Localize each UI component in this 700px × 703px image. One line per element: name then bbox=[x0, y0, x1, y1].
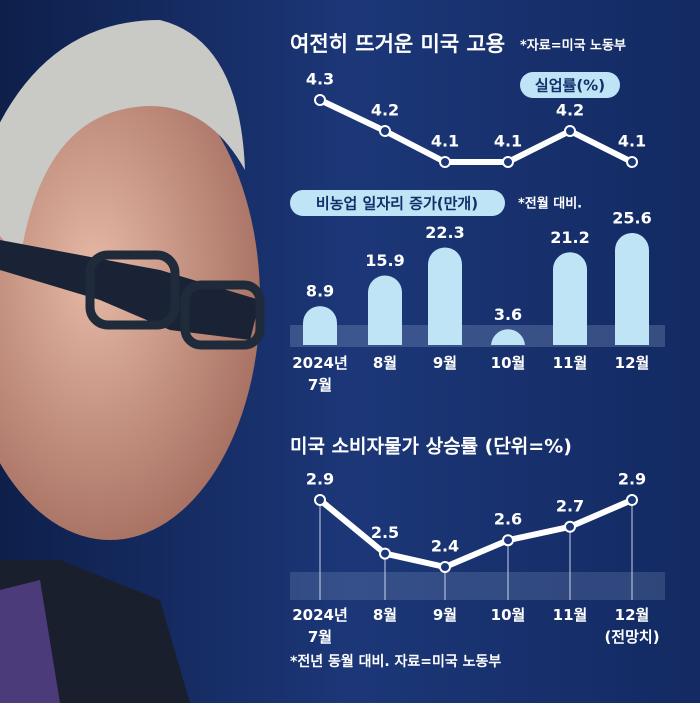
bar bbox=[303, 306, 337, 345]
point bbox=[314, 494, 326, 506]
x-tick-label: 11월 bbox=[552, 354, 588, 372]
chart-title: 미국 소비자물가 상승률 (단위=%) bbox=[290, 436, 572, 458]
note: *전월 대비. bbox=[518, 196, 582, 212]
data-label: 2.5 bbox=[371, 523, 399, 542]
point bbox=[626, 156, 638, 168]
point bbox=[502, 156, 514, 168]
pill bbox=[290, 190, 505, 216]
pill bbox=[520, 72, 620, 98]
line bbox=[318, 97, 634, 165]
data-label: 2.6 bbox=[494, 510, 522, 529]
data-label: 2.4 bbox=[431, 537, 459, 556]
data-label: 4.1 bbox=[431, 132, 459, 151]
title: 여전히 뜨거운 미국 고용 bbox=[290, 32, 505, 56]
x-tick-label: 9월 bbox=[432, 354, 458, 372]
data-label: 2.7 bbox=[556, 496, 584, 515]
point bbox=[314, 94, 326, 106]
x-tick-label: 8월 bbox=[372, 354, 398, 372]
x-tick-label: 2024년 7월 bbox=[292, 354, 348, 394]
x-tick-label: 10월 bbox=[490, 606, 526, 624]
x-tick-label: 8월 bbox=[372, 606, 398, 624]
data-label: 8.9 bbox=[306, 282, 334, 301]
data-label: 15.9 bbox=[365, 251, 404, 270]
x-tick-label: 12월 (전망치) bbox=[604, 606, 660, 646]
data-label: 4.3 bbox=[306, 70, 334, 89]
x-tick-label: 10월 bbox=[490, 354, 526, 372]
point bbox=[379, 125, 391, 137]
bar bbox=[553, 252, 587, 345]
source: *자료=미국 노동부 bbox=[520, 38, 626, 54]
point bbox=[564, 520, 576, 533]
bar bbox=[615, 233, 649, 345]
data-label: 4.1 bbox=[618, 132, 646, 151]
data-label: 21.2 bbox=[550, 228, 589, 247]
point bbox=[379, 547, 391, 560]
point bbox=[439, 561, 451, 573]
data-label: 3.6 bbox=[494, 305, 522, 324]
line bbox=[318, 497, 634, 570]
point bbox=[626, 494, 638, 506]
x-tick-label: 12월 bbox=[614, 354, 650, 372]
bar bbox=[428, 247, 462, 345]
x-tick-label: 2024년 7월 bbox=[292, 606, 348, 646]
chart-title: 비농업 일자리 증가(만개) bbox=[316, 195, 478, 213]
band bbox=[290, 325, 665, 347]
bar bbox=[491, 329, 525, 347]
x-tick-label: 11월 bbox=[552, 606, 588, 624]
data-label: 22.3 bbox=[425, 223, 464, 242]
data-label: 4.2 bbox=[371, 101, 399, 120]
point bbox=[564, 125, 576, 137]
data-label: 2.9 bbox=[618, 470, 646, 489]
band bbox=[290, 572, 665, 600]
point bbox=[439, 156, 451, 168]
point bbox=[502, 534, 514, 547]
photo-person bbox=[0, 20, 265, 703]
data-label: 25.6 bbox=[612, 209, 651, 228]
chart-title: 실업률(%) bbox=[535, 77, 605, 95]
data-label: 4.1 bbox=[494, 132, 522, 151]
data-label: 4.2 bbox=[556, 101, 584, 120]
bar bbox=[368, 275, 402, 345]
data-label: 2.9 bbox=[306, 470, 334, 489]
note: *전년 동월 대비. 자료=미국 노동부 bbox=[290, 653, 501, 670]
x-tick-label: 9월 bbox=[432, 606, 458, 624]
